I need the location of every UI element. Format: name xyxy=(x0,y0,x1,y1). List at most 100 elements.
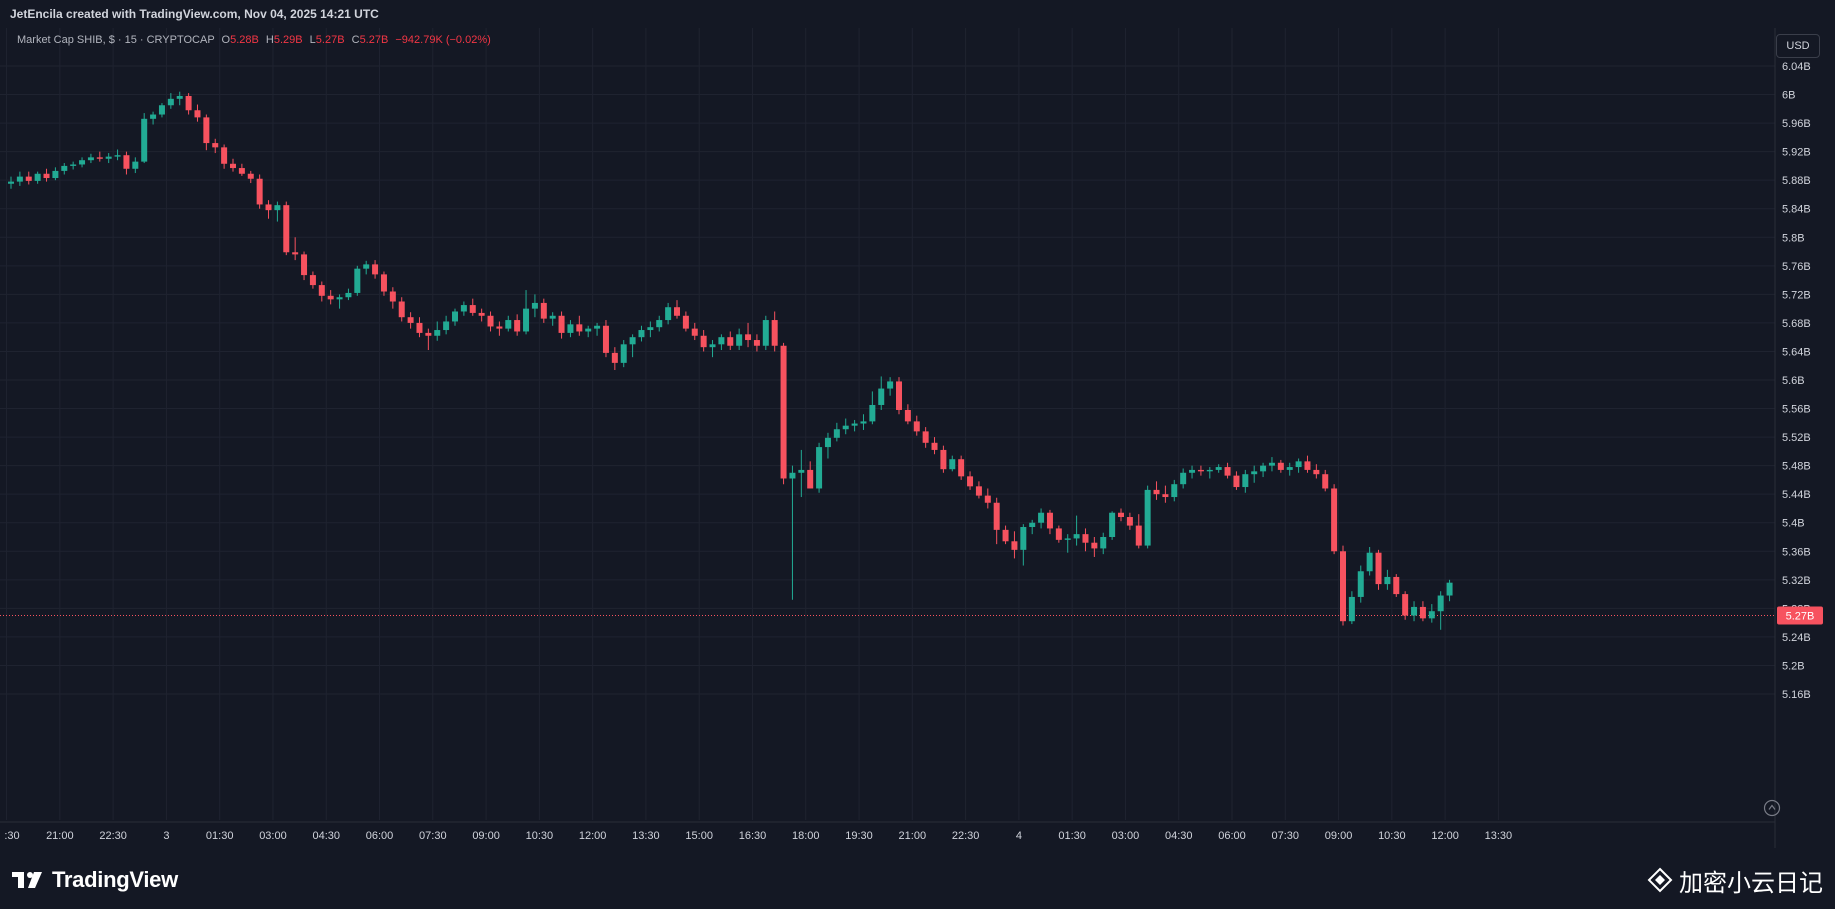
candle-up xyxy=(114,155,121,157)
time-tick-label: 09:00 xyxy=(1325,830,1353,842)
candle-up xyxy=(878,388,885,405)
candle-down xyxy=(256,178,263,205)
candle-up xyxy=(833,429,840,438)
price-tick-label: 5.84B xyxy=(1782,204,1811,216)
candle-down xyxy=(416,322,423,333)
candle-down xyxy=(194,110,201,118)
symbol-label: Market Cap SHIB, $ · 15 · CRYPTOCAP xyxy=(17,34,215,46)
candle-up xyxy=(336,297,343,300)
candle-up xyxy=(354,268,361,293)
candle-down xyxy=(1233,475,1240,488)
candle-down xyxy=(398,301,405,318)
candle-down xyxy=(1055,528,1062,540)
credit-text: JetEncila created with TradingView.com, … xyxy=(10,7,379,21)
candle-up xyxy=(567,324,574,333)
candle-up xyxy=(34,173,41,181)
refresh-icon[interactable] xyxy=(1763,799,1781,817)
candle-up xyxy=(842,425,849,430)
candle-up xyxy=(647,327,654,331)
time-tick-label: 21:00 xyxy=(899,830,927,842)
watermark-text: 加密小云日记 xyxy=(1679,869,1823,897)
price-tick-label: 6.04B xyxy=(1782,61,1811,73)
candle-up xyxy=(52,170,59,179)
candle-up xyxy=(1073,534,1080,539)
candle-down xyxy=(496,326,503,329)
candle-up xyxy=(1144,489,1151,546)
candle-down xyxy=(212,143,219,148)
candle-up xyxy=(1180,472,1187,485)
candle-down xyxy=(1011,541,1018,550)
price-tick-label: 5.6B xyxy=(1782,375,1805,387)
candle-up xyxy=(1171,484,1178,498)
price-tick-label: 5.24B xyxy=(1782,632,1811,644)
candle-down xyxy=(674,307,680,316)
candle-down xyxy=(682,315,689,329)
candle-down xyxy=(309,275,316,286)
candle-down xyxy=(469,305,476,313)
candle-down xyxy=(771,320,778,346)
candle-down xyxy=(611,352,618,363)
candle-down xyxy=(727,337,734,346)
candle-up xyxy=(79,160,86,165)
price-tick-label: 5.8B xyxy=(1782,232,1805,244)
candle-up xyxy=(531,302,538,309)
candle-up xyxy=(851,423,858,426)
time-tick-label: 01:30 xyxy=(206,830,234,842)
candle-down xyxy=(265,204,272,211)
time-tick-label: 19:30 xyxy=(845,830,873,842)
candle-down xyxy=(372,264,379,275)
candle-up xyxy=(505,320,512,329)
ohlc-legend: Market Cap SHIB, $ · 15 · CRYPTOCAP O 5.2… xyxy=(17,34,491,46)
candle-up xyxy=(1029,522,1036,528)
candle-up xyxy=(1215,467,1222,470)
candle-up xyxy=(665,307,672,321)
price-tick-label: 5.76B xyxy=(1782,261,1811,273)
candle-up xyxy=(452,311,458,322)
candle-down xyxy=(1402,594,1409,616)
time-tick-label: 07:30 xyxy=(419,830,447,842)
candle-up xyxy=(629,337,636,345)
candle-up xyxy=(1020,527,1027,550)
candle-up xyxy=(1437,595,1444,612)
candle-up xyxy=(363,264,370,269)
candle-up xyxy=(132,161,139,169)
price-tick-label: 5.68B xyxy=(1782,318,1811,330)
candle-down xyxy=(807,469,814,489)
price-chart[interactable]: 6.04B 6B 5.96B 5.92B 5.88B 5.84B 5.8B 5.76B 5.72… xyxy=(0,28,1835,848)
time-tick-label: 12:00 xyxy=(579,830,607,842)
candle-up xyxy=(656,320,663,328)
candle-up xyxy=(434,330,441,336)
candle-down xyxy=(318,285,325,296)
price-tick-label: 5.92B xyxy=(1782,147,1811,159)
candle-down xyxy=(540,302,547,319)
current-price-label: 5.27B xyxy=(1786,611,1815,623)
candle-down xyxy=(301,254,308,276)
candle-up xyxy=(1357,571,1364,597)
candle-up xyxy=(105,156,112,159)
price-tick-label: 5.96B xyxy=(1782,118,1811,130)
candle-down xyxy=(1419,606,1426,619)
candle-up xyxy=(8,181,14,184)
high-value: 5.29B xyxy=(273,34,303,46)
candle-up xyxy=(141,118,148,162)
price-tick-label: 6B xyxy=(1782,90,1795,102)
candle-up xyxy=(1295,461,1302,468)
candle-down xyxy=(203,117,210,144)
candle-up xyxy=(594,325,601,329)
candle-down xyxy=(700,335,707,348)
currency-button[interactable]: USD xyxy=(1776,34,1820,58)
tradingview-logo[interactable]: TradingView xyxy=(12,867,178,893)
candle-up xyxy=(1411,606,1418,616)
plot-background xyxy=(0,28,1835,848)
time-tick-label: 16:30 xyxy=(739,830,767,842)
time-tick-label: 13:30 xyxy=(632,830,660,842)
candle-up xyxy=(1268,462,1275,466)
time-tick-label: 10:30 xyxy=(1378,830,1406,842)
open-label: O xyxy=(221,34,231,46)
candle-up xyxy=(176,95,183,99)
candle-down xyxy=(1118,512,1124,518)
candle-up xyxy=(549,315,556,319)
candle-up xyxy=(1348,596,1355,622)
time-tick-label: 21:00 xyxy=(46,830,74,842)
current-price-tag xyxy=(1777,606,1823,625)
